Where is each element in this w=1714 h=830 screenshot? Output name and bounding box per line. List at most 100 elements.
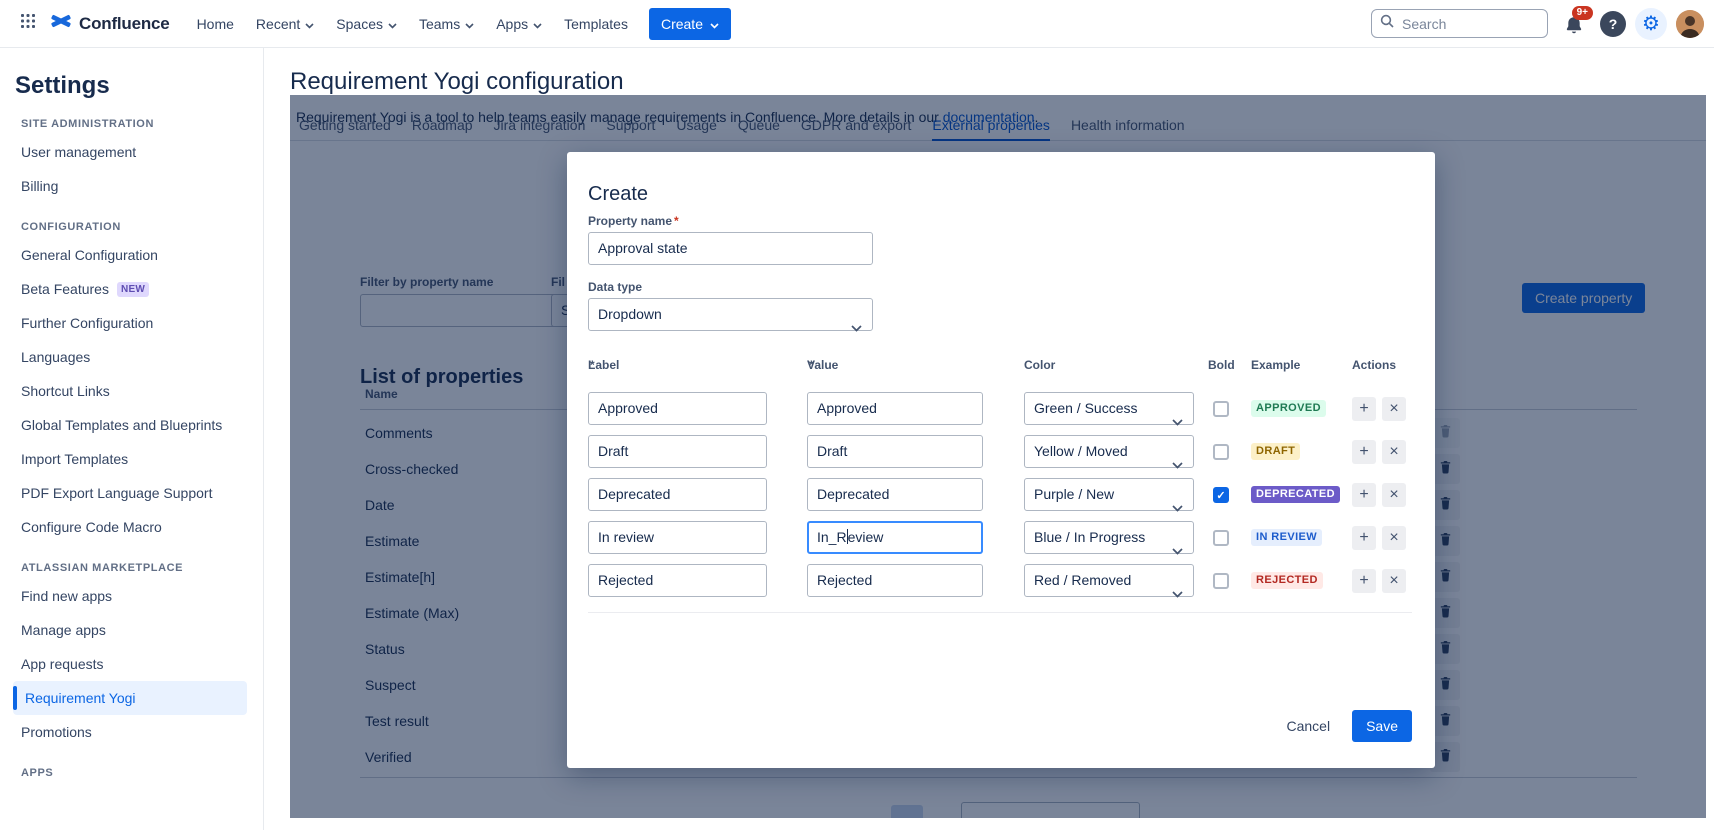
option-label-input[interactable]: Rejected	[588, 564, 767, 597]
notification-count-badge: 9+	[1571, 5, 1593, 20]
nav-item-templates[interactable]: Templates	[564, 15, 628, 32]
create-button[interactable]: Create	[648, 7, 731, 40]
option-color-select[interactable]: Red / Removed	[1024, 564, 1194, 598]
option-label-input[interactable]: Deprecated	[588, 478, 767, 511]
text-caret	[846, 529, 848, 544]
option-row: Rejected Rejected Red / Removed REJECTED…	[588, 564, 1412, 598]
nav-item-teams[interactable]: Teams	[410, 10, 483, 38]
cancel-button[interactable]: Cancel	[1274, 711, 1342, 741]
modal-actions: Cancel Save	[1274, 710, 1412, 742]
remove-row-button[interactable]: ×	[1382, 397, 1406, 421]
option-label-input[interactable]: Draft	[588, 435, 767, 468]
example-lozenge: DRAFT	[1251, 443, 1301, 460]
question-mark-icon: ?	[1608, 15, 1618, 32]
property-name-input[interactable]: Approval state	[588, 232, 873, 265]
nav-item-recent[interactable]: Recent	[247, 10, 323, 38]
chevron-down-icon	[1172, 449, 1183, 480]
sidebar-item-general-configuration[interactable]: General Configuration	[21, 247, 158, 263]
remove-row-button[interactable]: ×	[1382, 569, 1406, 593]
app-grid-icon	[20, 13, 36, 34]
save-button[interactable]: Save	[1352, 710, 1412, 742]
sidebar-item-further-configuration[interactable]: Further Configuration	[21, 315, 154, 331]
sidebar-item-pdf-export-language[interactable]: PDF Export Language Support	[21, 485, 213, 501]
bell-icon	[1563, 15, 1585, 42]
bold-checkbox[interactable]	[1213, 444, 1229, 460]
bold-checkbox[interactable]	[1213, 573, 1229, 589]
option-value-input-focused[interactable]: In_Review	[807, 521, 983, 554]
sidebar-item-promotions[interactable]: Promotions	[21, 724, 92, 740]
property-name-label: Property name *	[588, 214, 679, 228]
help-button[interactable]: ?	[1600, 10, 1626, 37]
global-search[interactable]	[1371, 9, 1548, 38]
avatar[interactable]	[1676, 9, 1704, 38]
sidebar-title: Settings	[15, 72, 110, 99]
sidebar-section-configuration: CONFIGURATION	[21, 221, 121, 233]
sidebar-item-global-templates[interactable]: Global Templates and Blueprints	[21, 417, 223, 433]
nav-item-spaces[interactable]: Spaces	[327, 10, 406, 38]
sidebar-item-user-management[interactable]: User management	[21, 144, 137, 160]
chevron-down-icon	[710, 16, 719, 32]
sidebar-item-manage-apps[interactable]: Manage apps	[21, 622, 106, 638]
sidebar-item-requirement-yogi[interactable]: Requirement Yogi	[13, 681, 247, 715]
example-lozenge: REJECTED	[1251, 572, 1323, 589]
option-row: Deprecated Deprecated Purple / New ✓ DEP…	[588, 478, 1412, 512]
chevron-down-icon	[1172, 492, 1183, 523]
example-lozenge: APPROVED	[1251, 400, 1326, 417]
option-row: In review In_Review Blue / In Progress I…	[588, 521, 1412, 555]
sidebar-item-languages[interactable]: Languages	[21, 349, 91, 365]
remove-row-button[interactable]: ×	[1382, 440, 1406, 464]
app-switcher-button[interactable]	[12, 8, 44, 40]
bold-checkbox[interactable]	[1213, 401, 1229, 417]
gear-icon: ⚙	[1642, 12, 1660, 35]
confluence-logo[interactable]: Confluence	[50, 10, 170, 37]
sidebar-item-beta-features[interactable]: Beta Features NEW	[0, 272, 263, 306]
create-property-modal: Create Property name * Approval state Dat…	[567, 152, 1435, 768]
option-label-input[interactable]: Approved	[588, 392, 767, 425]
chevron-down-icon	[1172, 578, 1183, 609]
modal-title: Create	[588, 182, 649, 205]
option-color-select[interactable]: Blue / In Progress	[1024, 521, 1194, 555]
option-color-select[interactable]: Purple / New	[1024, 478, 1194, 512]
data-type-select[interactable]: Dropdown	[588, 298, 873, 332]
option-color-select[interactable]: Green / Success	[1024, 392, 1194, 426]
chevron-down-icon	[388, 16, 397, 32]
nav-item-home[interactable]: Home	[196, 15, 234, 32]
sidebar-item-billing[interactable]: Billing	[21, 178, 59, 194]
bold-checkbox[interactable]	[1213, 530, 1229, 546]
add-row-button[interactable]: +	[1352, 483, 1376, 507]
add-row-button[interactable]: +	[1352, 526, 1376, 550]
remove-row-button[interactable]: ×	[1382, 483, 1406, 507]
sidebar-item-import-templates[interactable]: Import Templates	[21, 451, 129, 467]
sidebar-item-configure-code-macro[interactable]: Configure Code Macro	[21, 519, 162, 535]
bold-checkbox-checked[interactable]: ✓	[1213, 487, 1229, 503]
add-row-button[interactable]: +	[1352, 440, 1376, 464]
chevron-down-icon	[305, 16, 314, 32]
option-label-input[interactable]: In review	[588, 521, 767, 554]
sidebar-item-app-requests[interactable]: App requests	[21, 656, 104, 672]
option-color-select[interactable]: Yellow / Moved	[1024, 435, 1194, 469]
settings-button[interactable]: ⚙	[1635, 7, 1667, 40]
top-navigation: Confluence Home Recent Spaces Teams Apps…	[0, 0, 1714, 48]
color-column-header: Color	[1024, 358, 1056, 372]
options-table-header: Label * Value * Color Bold Example Actions	[588, 358, 1397, 372]
nav-item-apps[interactable]: Apps	[487, 10, 551, 38]
add-row-button[interactable]: +	[1352, 569, 1376, 593]
data-type-label: Data type	[588, 280, 643, 294]
primary-nav: Home Recent Spaces Teams Apps Templates	[188, 10, 637, 38]
sidebar-item-find-new-apps[interactable]: Find new apps	[21, 588, 113, 604]
sidebar-item-shortcut-links[interactable]: Shortcut Links	[21, 383, 110, 399]
option-value-input[interactable]: Rejected	[807, 564, 983, 597]
confluence-mark-icon	[50, 10, 72, 37]
remove-row-button[interactable]: ×	[1382, 526, 1406, 550]
chevron-down-icon	[533, 16, 542, 32]
topnav-right: 9+ ? ⚙	[1371, 5, 1704, 42]
search-icon	[1380, 14, 1394, 33]
modal-divider	[588, 612, 1412, 613]
option-value-input[interactable]: Deprecated	[807, 478, 983, 511]
search-input[interactable]	[1400, 14, 1520, 33]
notifications-button[interactable]: 9+	[1557, 5, 1593, 42]
option-value-input[interactable]: Approved	[807, 392, 983, 425]
actions-column-header: Actions	[1352, 358, 1397, 372]
option-value-input[interactable]: Draft	[807, 435, 983, 468]
add-row-button[interactable]: +	[1352, 397, 1376, 421]
